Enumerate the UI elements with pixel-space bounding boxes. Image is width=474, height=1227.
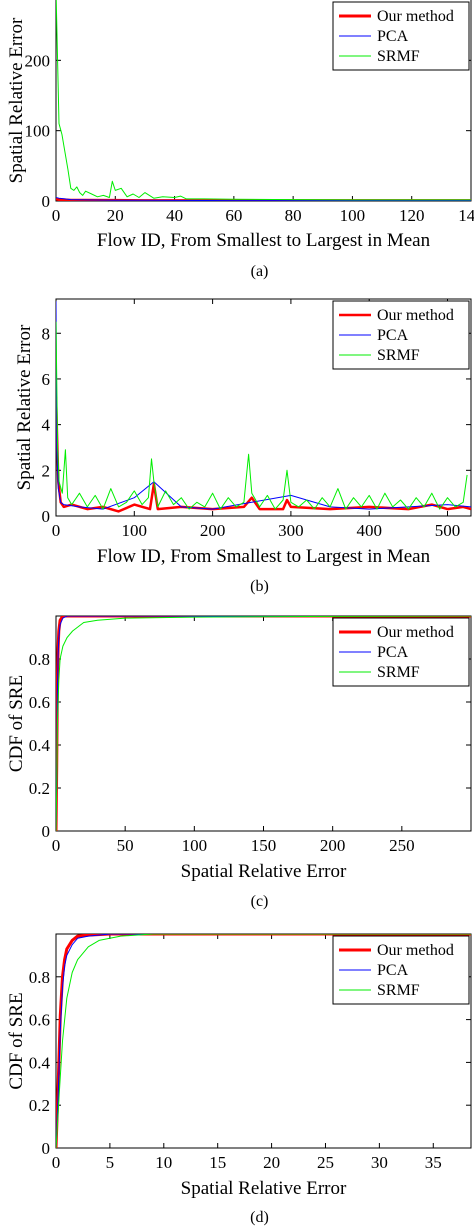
x-tick-label: 0 — [52, 521, 61, 540]
legend-entry: SRMF — [377, 982, 420, 999]
legend-entry: PCA — [377, 644, 409, 661]
legend: Our method PCA SRMF — [332, 1, 470, 71]
y-tick-label: 8 — [42, 324, 51, 343]
x-tick-label: 150 — [251, 836, 277, 855]
x-tick-label: 10 — [155, 1153, 172, 1172]
legend-entry: Our method — [377, 942, 454, 959]
x-tick-label: 500 — [435, 521, 461, 540]
x-axis-label: Flow ID, From Smallest to Largest in Mea… — [97, 546, 431, 567]
y-tick-label: 0.2 — [29, 779, 50, 798]
x-tick-label: 100 — [122, 521, 148, 540]
legend-entry: Our method — [377, 307, 454, 324]
x-tick-label: 100 — [340, 206, 366, 225]
figure-caption: (c) — [251, 893, 269, 910]
x-tick-label: 20 — [263, 1153, 280, 1172]
y-tick-label: 0.6 — [29, 693, 50, 712]
x-axis-label: Flow ID, From Smallest to Largest in Mea… — [97, 230, 431, 251]
legend-entry: Our method — [377, 624, 454, 641]
series-line-our-method — [56, 397, 471, 513]
chart-panel-d: 0 5 10 15 20 25 30 35 0 0.2 0.4 0.6 0.8 Our method PCA… — [6, 933, 472, 1226]
legend-box — [332, 1, 470, 71]
y-axis-label: Spatial Relative Error — [14, 324, 35, 490]
legend-entry: SRMF — [377, 347, 420, 364]
series-line-srmf — [56, 616, 471, 831]
x-tick-label: 60 — [225, 206, 242, 225]
chart-panel-c: 0 50 100 150 200 250 0 0.2 0.4 0.6 0.8 Our method PC… — [6, 615, 472, 910]
y-tick-label: 0 — [42, 1139, 51, 1158]
figure-caption: (b) — [250, 578, 269, 595]
y-tick-label: 6 — [42, 370, 51, 389]
legend-entry: SRMF — [377, 664, 420, 681]
x-axis-label: Spatial Relative Error — [181, 1178, 347, 1199]
y-tick-label: 0 — [42, 822, 51, 841]
y-tick-label: 0.4 — [29, 1053, 51, 1072]
y-tick-label: 0.8 — [29, 650, 50, 669]
legend-entry: PCA — [377, 28, 409, 45]
y-tick-label: 0.4 — [29, 736, 51, 755]
legend: Our method PCA SRMF — [332, 300, 470, 370]
x-tick-label: 140 — [458, 206, 474, 225]
series-line-pca — [56, 197, 471, 201]
y-tick-label: 2 — [42, 461, 51, 480]
legend: Our method PCA SRMF — [332, 935, 470, 1005]
legend-entry: PCA — [377, 962, 409, 979]
x-tick-label: 200 — [320, 836, 346, 855]
x-tick-label: 50 — [117, 836, 134, 855]
y-tick-label: 0.8 — [29, 968, 50, 987]
y-tick-label: 200 — [25, 51, 51, 70]
x-tick-label: 80 — [285, 206, 302, 225]
x-tick-label: 30 — [371, 1153, 388, 1172]
series-line-srmf — [56, 0, 471, 201]
y-tick-label: 4 — [42, 416, 51, 435]
x-tick-label: 15 — [209, 1153, 226, 1172]
legend-entry: PCA — [377, 327, 409, 344]
x-tick-label: 0 — [52, 206, 61, 225]
y-axis-label: CDF of SRE — [6, 675, 27, 772]
x-tick-label: 120 — [399, 206, 425, 225]
series-line-pca — [56, 934, 471, 1148]
x-tick-label: 40 — [166, 206, 183, 225]
series-line-srmf — [56, 321, 468, 510]
x-axis-label: Spatial Relative Error — [181, 861, 347, 882]
x-tick-label: 5 — [106, 1153, 115, 1172]
chart-panel-b: 0 100 200 300 400 500 0 2 4 6 8 Our method PCA SRMF Fl… — [14, 298, 472, 595]
x-tick-label: 400 — [356, 521, 382, 540]
x-tick-label: 300 — [278, 521, 304, 540]
series-line-srmf — [56, 934, 471, 1148]
x-tick-label: 0 — [52, 1153, 61, 1172]
y-axis-label: Spatial Relative Error — [6, 17, 27, 183]
x-tick-label: 100 — [182, 836, 208, 855]
y-tick-label: 0.2 — [29, 1096, 50, 1115]
x-tick-label: 20 — [107, 206, 124, 225]
legend: Our method PCA SRMF — [332, 617, 470, 687]
y-tick-label: 0.6 — [29, 1011, 50, 1030]
y-tick-label: 0 — [42, 192, 51, 211]
x-tick-label: 0 — [52, 836, 61, 855]
x-tick-label: 35 — [425, 1153, 442, 1172]
x-tick-label: 200 — [200, 521, 226, 540]
figure-caption: (d) — [250, 1209, 269, 1226]
legend-entry: Our method — [377, 8, 454, 25]
legend-entry: SRMF — [377, 48, 420, 65]
x-tick-label: 25 — [317, 1153, 334, 1172]
x-tick-label: 250 — [389, 836, 415, 855]
chart-panel-a: 0204060801001201400100200300Our methodPC… — [6, 0, 474, 280]
figure-caption: (a) — [251, 263, 269, 280]
y-tick-label: 0 — [42, 507, 51, 526]
y-tick-label: 100 — [25, 122, 51, 141]
y-axis-label: CDF of SRE — [6, 992, 27, 1089]
